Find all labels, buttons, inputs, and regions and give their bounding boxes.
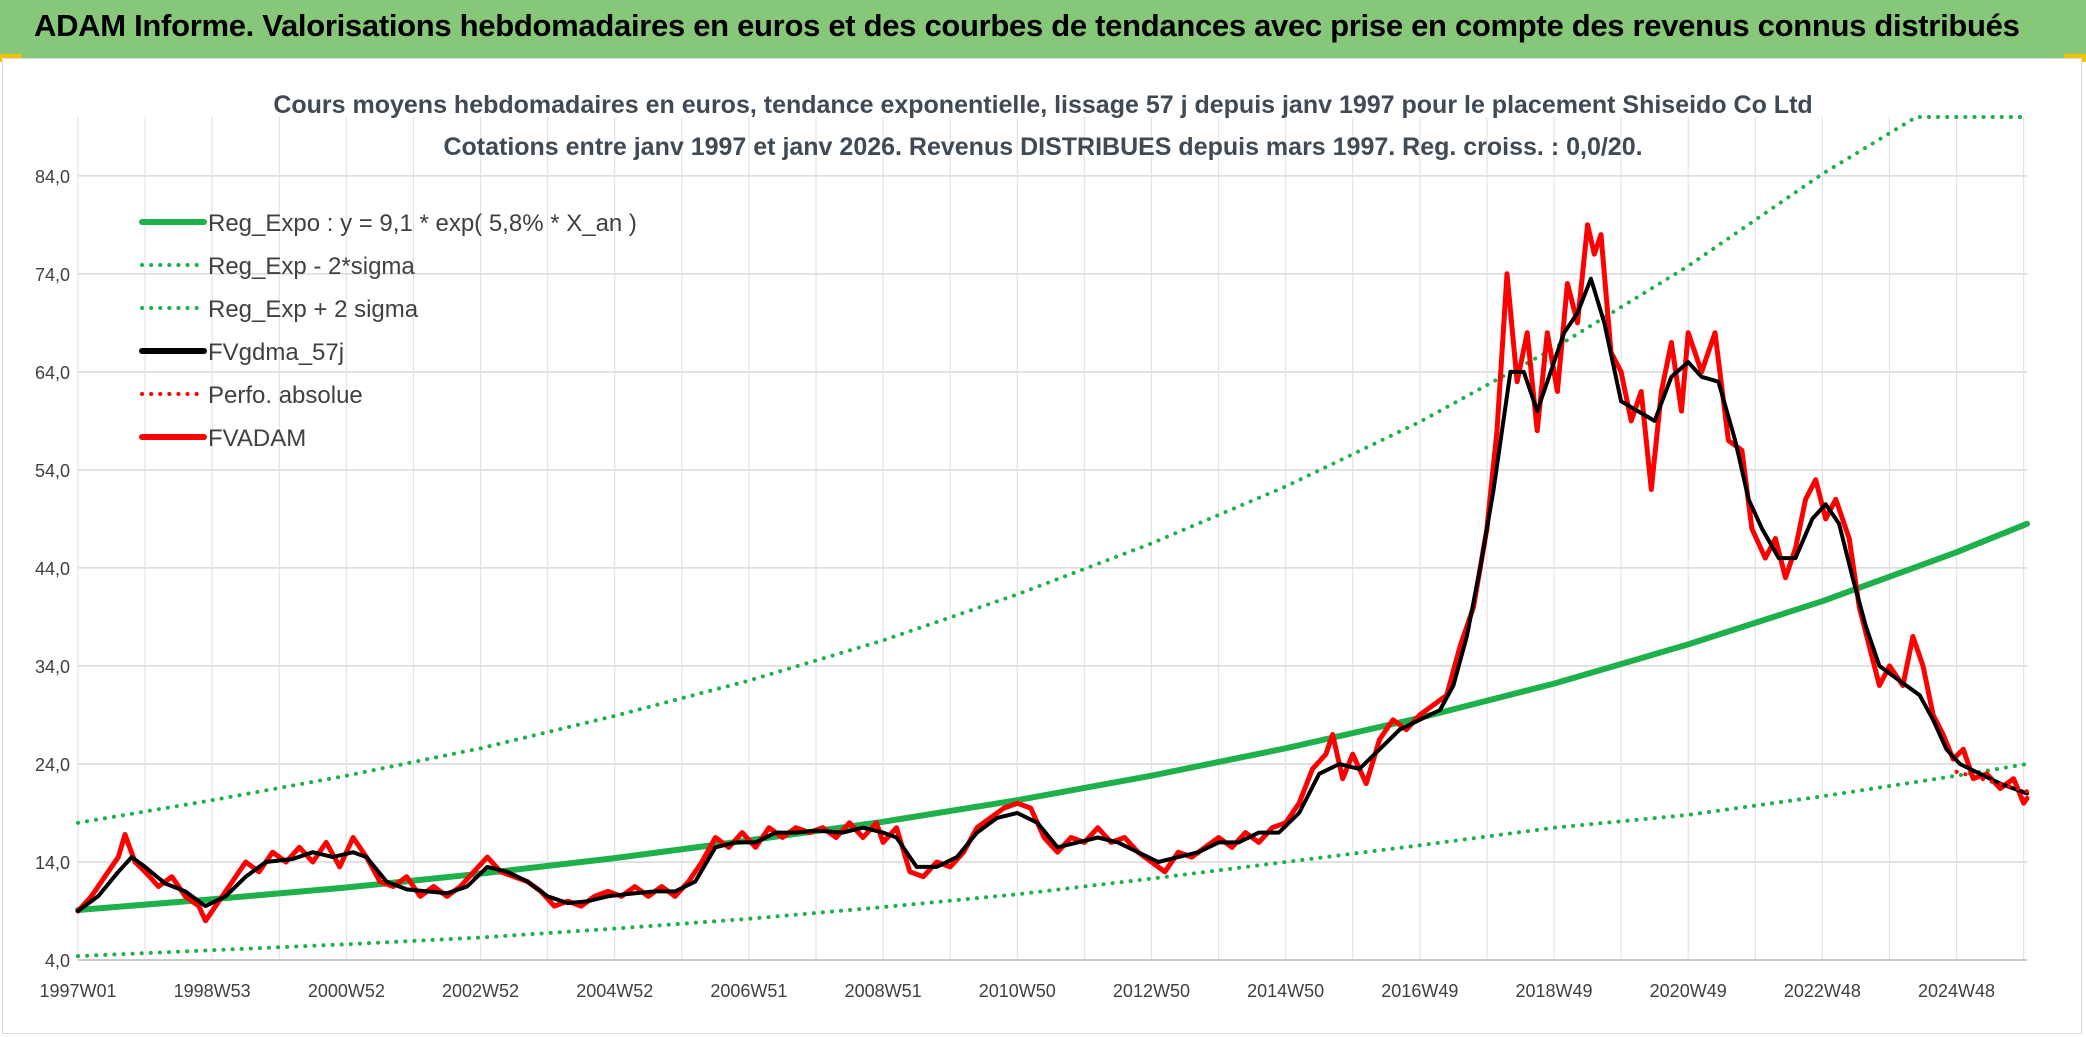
x-tick-label: 2008W51	[845, 981, 922, 1001]
series-line-1	[76, 762, 2029, 959]
y-tick-label: 54,0	[35, 461, 70, 481]
legend-label-3: FVgdma_57j	[208, 339, 344, 366]
report-title: ADAM Informe. Valorisations hebdomadaire…	[34, 8, 2020, 43]
x-tick-label: 2020W49	[1650, 981, 1727, 1001]
x-tick-label: 2000W52	[308, 981, 385, 1001]
y-tick-label: 34,0	[35, 657, 70, 677]
series-line-0	[75, 520, 2030, 913]
y-tick-label: 84,0	[35, 167, 70, 187]
legend-label-1: Reg_Exp - 2*sigma	[208, 253, 415, 280]
legend-label-4: Perfo. absolue	[208, 382, 363, 409]
legend-label-2: Reg_Exp + 2 sigma	[208, 296, 419, 323]
chart-title: Cours moyens hebdomadaires en euros, ten…	[273, 91, 1812, 119]
series-layer	[75, 115, 2030, 959]
y-tick-label: 74,0	[35, 265, 70, 285]
legend-label-5: FVADAM	[208, 425, 306, 452]
series-line-5	[75, 222, 2030, 924]
x-tick-label: 2010W50	[979, 981, 1056, 1001]
x-tick-label: 2012W50	[1113, 981, 1190, 1001]
legend-label-0: Reg_Expo : y = 9,1 * exp( 5,8% * X_an )	[208, 210, 637, 237]
chart-legend: Reg_Expo : y = 9,1 * exp( 5,8% * X_an ) R…	[139, 210, 637, 452]
y-tick-label: 64,0	[35, 363, 70, 383]
axis-ticks: 4,0 14,0 24,0 34,0 44,0 54,0 64,0 74,0 84,0 1997W…	[35, 167, 1995, 1001]
x-tick-label: 2002W52	[442, 981, 519, 1001]
y-tick-label: 44,0	[35, 559, 70, 579]
x-tick-label: 2024W48	[1918, 981, 1995, 1001]
x-tick-label: 2016W49	[1381, 981, 1458, 1001]
x-tick-label: 1997W01	[39, 981, 116, 1001]
chart-grid	[77, 117, 2027, 961]
chart-subtitle: Cotations entre janv 1997 et janv 2026. …	[443, 133, 1642, 161]
x-tick-label: 2004W52	[576, 981, 653, 1001]
series-line-3	[76, 276, 2029, 913]
x-tick-label: 2018W49	[1515, 981, 1592, 1001]
y-tick-label: 24,0	[35, 755, 70, 775]
x-tick-label: 2006W51	[710, 981, 787, 1001]
series-line-4	[1954, 769, 2029, 794]
report-banner: ADAM Informe. Valorisations hebdomadaire…	[0, 0, 2086, 58]
y-tick-label: 4,0	[45, 951, 70, 971]
x-tick-label: 2022W48	[1784, 981, 1861, 1001]
x-tick-label: 1998W53	[174, 981, 251, 1001]
x-tick-label: 2014W50	[1247, 981, 1324, 1001]
y-tick-label: 14,0	[35, 853, 70, 873]
chart-frame	[2, 58, 2082, 1034]
